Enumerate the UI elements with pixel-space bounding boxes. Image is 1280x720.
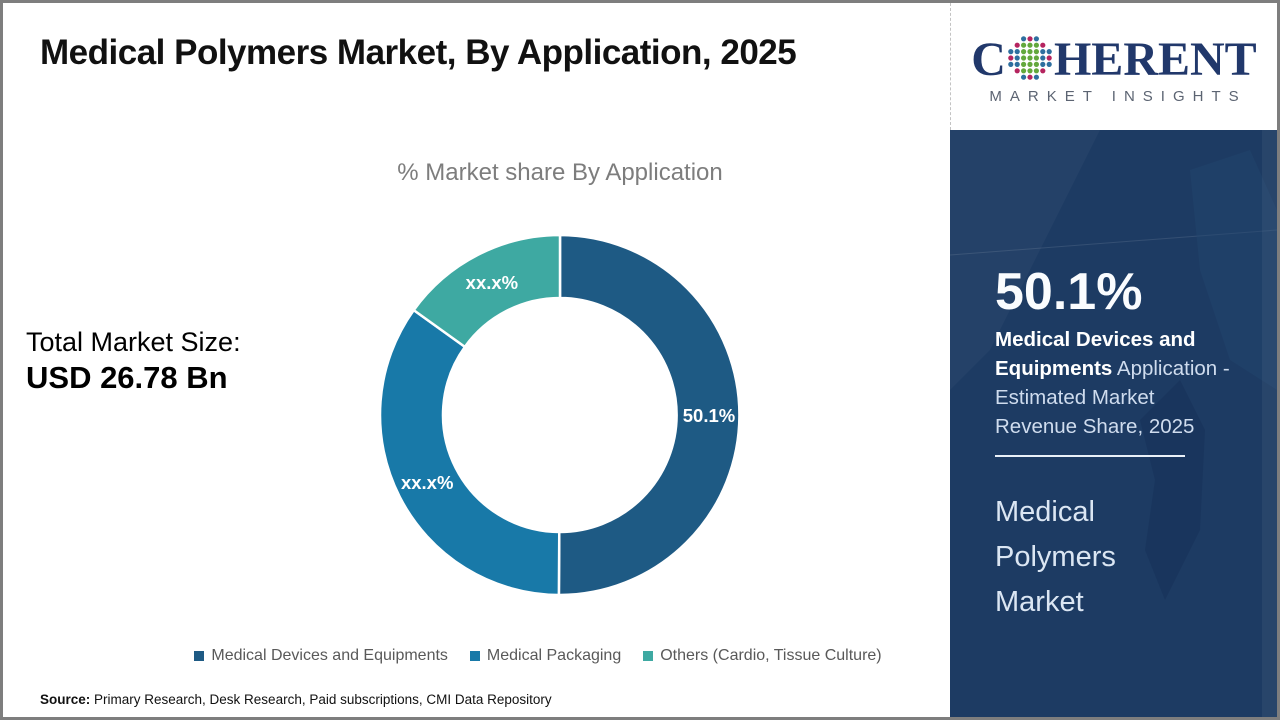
stat-description-line: Revenue Share, 2025 — [995, 415, 1195, 438]
donut-chart-svg: 50.1% xx.x% xx.x% — [378, 233, 741, 597]
donut-segment-label: xx.x% — [466, 272, 518, 293]
logo-globe-dot — [1033, 74, 1039, 80]
legend-swatch-icon — [643, 651, 654, 661]
stat-description: Medical Devices and Equipments Applicati… — [995, 325, 1255, 441]
donut-chart: 50.1% xx.x% xx.x% — [378, 233, 742, 597]
logo-globe-dot — [1046, 54, 1052, 61]
logo-globe-dot — [1008, 48, 1014, 54]
logo-globe-dot — [1020, 54, 1027, 61]
logo-globe-dot — [1040, 42, 1046, 48]
logo-globe-dot — [1040, 67, 1046, 73]
total-market-value: USD 26.78 Bn — [26, 360, 228, 395]
logo-globe-dot — [1040, 48, 1046, 54]
donut-segment-label: xx.x% — [401, 472, 453, 493]
sidebar-panel: 50.1% Medical Devices and Equipments App… — [950, 130, 1277, 717]
logo-globe-dot — [1020, 61, 1027, 67]
legend-swatch-icon — [469, 651, 480, 661]
logo-globe-dot — [1033, 54, 1039, 61]
logo-globe-dot — [1027, 54, 1033, 61]
donut-segment — [378, 308, 561, 597]
logo-globe-dot — [1046, 61, 1052, 67]
logo-globe-dot — [1020, 67, 1027, 73]
donut-segment-label: 50.1% — [683, 405, 735, 426]
brand-subtitle: MARKET INSIGHTS — [989, 87, 1247, 105]
legend-label: Medical Devices and Equipments — [211, 647, 448, 664]
logo-globe-dot — [1033, 48, 1039, 54]
source-text: Primary Research, Desk Research, Paid su… — [90, 692, 552, 707]
logo-globe-dot — [1014, 48, 1020, 54]
logo-globe-dot — [1008, 54, 1014, 61]
logo-globe-dot — [1014, 54, 1020, 61]
total-market-size: Total Market Size: USD 26.78 Bn — [26, 325, 241, 397]
divider-line — [995, 455, 1185, 457]
logo-globe-dot — [1033, 61, 1039, 67]
logo-globe-dot — [1020, 42, 1027, 48]
stat-description-line: Medical Devices and — [995, 328, 1196, 351]
logo-globe-dot — [1014, 61, 1020, 67]
brand-text-prefix: C — [971, 32, 1006, 86]
logo-globe-dot — [1033, 42, 1039, 48]
brand-logo: C HERENT — [971, 35, 1256, 85]
logo-globe-dot — [1014, 67, 1020, 73]
legend-swatch-icon — [194, 651, 205, 661]
page-title: Medical Polymers Market, By Application,… — [40, 33, 797, 72]
legend-label: Medical Packaging — [486, 647, 622, 664]
legend-item: Medical Packaging — [469, 647, 622, 665]
logo-globe-dot — [1008, 61, 1014, 67]
logo-globe-dot — [1020, 74, 1027, 80]
logo-globe-dot — [1040, 54, 1046, 61]
logo-globe-dot — [1027, 61, 1033, 67]
logo-globe-dot — [1027, 42, 1033, 48]
donut-segment — [412, 233, 562, 349]
legend-item: Others (Cardio, Tissue Culture) — [643, 647, 882, 665]
chart-legend: Medical Devices and Equipments Medical P… — [153, 647, 923, 665]
logo-globe-dot — [1027, 67, 1033, 73]
logo-globe-dot — [1020, 48, 1027, 54]
logo-globe-dot — [1014, 42, 1020, 48]
logo-globe-dot — [1046, 48, 1052, 54]
map-watermark — [950, 130, 1277, 717]
source-note: Source: Primary Research, Desk Research,… — [40, 692, 552, 707]
brand-text-suffix: HERENT — [1053, 32, 1257, 86]
donut-segment — [557, 233, 741, 597]
logo-globe-dot — [1020, 35, 1027, 41]
stat-description-line: Equipments Application - — [995, 357, 1230, 380]
legend-label: Others (Cardio, Tissue Culture) — [660, 647, 882, 664]
stat-value: 50.1% — [995, 263, 1143, 321]
legend-item: Medical Devices and Equipments — [194, 647, 448, 665]
logo-panel: C HERENT MARKET INSIGHTS — [950, 3, 1277, 130]
stat-description-line: Estimated Market — [995, 386, 1155, 409]
logo-globe-icon — [1008, 35, 1052, 80]
logo-globe-dot — [1027, 48, 1033, 54]
source-label: Source: — [40, 692, 91, 707]
chart-title: % Market share By Application — [397, 159, 723, 186]
report-title: Medical Polymers Market — [995, 496, 1116, 618]
logo-globe-dot — [1040, 61, 1046, 67]
logo-globe-dot — [1027, 35, 1033, 41]
logo-globe-dot — [1033, 67, 1039, 73]
logo-globe-dot — [1027, 74, 1033, 80]
total-market-label: Total Market Size: — [26, 327, 241, 357]
logo-globe-dot — [1033, 35, 1039, 41]
